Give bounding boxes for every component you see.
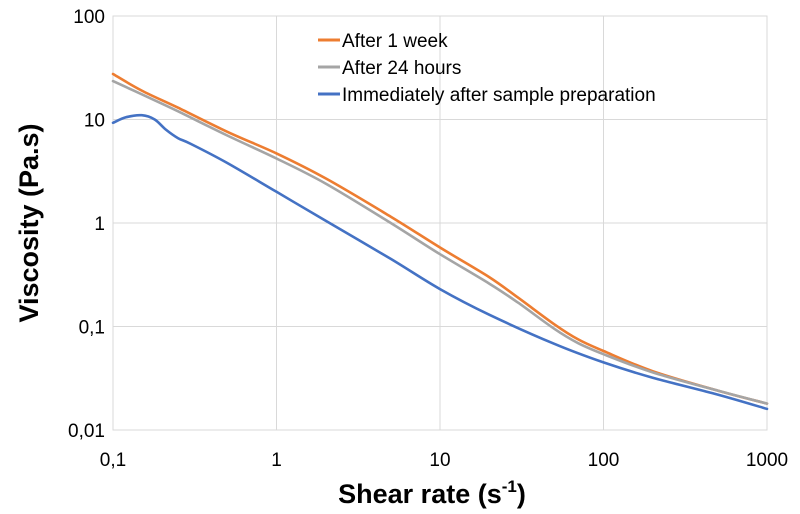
series-lines (111, 72, 769, 411)
x-tick-label: 1 (271, 450, 282, 471)
y-tick-labels: 0,01 0,1 1 10 100 (68, 7, 105, 442)
x-tick-label: 10 (429, 450, 450, 471)
y-tick-label: 0,1 (79, 318, 105, 339)
y-tick-label: 0,01 (68, 421, 105, 442)
y-tick-label: 1 (94, 214, 105, 235)
series-line-1 (111, 79, 769, 405)
legend: After 1 week After 24 hours Immediately af… (318, 31, 656, 106)
x-axis-title-superscript: -1 (502, 477, 517, 496)
x-axis-title-main: Shear rate (s (338, 479, 502, 509)
y-axis-title: Viscosity (Pa.s) (14, 123, 44, 322)
x-axis-title-suffix: ) (517, 479, 526, 509)
legend-label-2: Immediately after sample preparation (342, 85, 656, 106)
y-tick-label: 100 (73, 7, 105, 28)
x-axis-title: Shear rate (s-1) (338, 477, 526, 509)
x-tick-labels: 0,1 1 10 100 1000 (100, 450, 788, 471)
x-tick-label: 100 (588, 450, 620, 471)
x-tick-label: 1000 (746, 450, 788, 471)
legend-label-0: After 1 week (342, 31, 448, 52)
x-tick-label: 0,1 (100, 450, 126, 471)
legend-label-1: After 24 hours (342, 58, 461, 79)
series-line-2 (111, 113, 769, 411)
plot-area-frame (112, 15, 768, 431)
series-line-0 (111, 72, 769, 405)
y-tick-label: 10 (84, 111, 105, 132)
